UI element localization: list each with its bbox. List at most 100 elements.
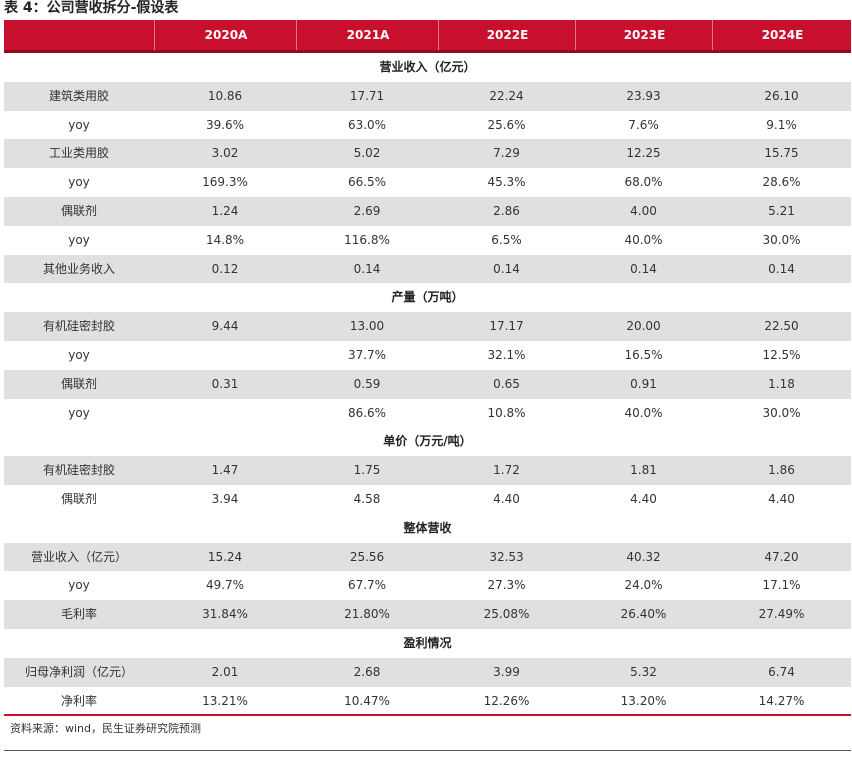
value-cell-2022e: 45.3% bbox=[487, 175, 526, 190]
table-row: yoy 169.3% 66.5% 45.3% 68.0% 28.6% bbox=[4, 168, 851, 197]
value-cell-2020a: 1.24 bbox=[211, 203, 239, 218]
value-cell-2024e: 17.1% bbox=[762, 578, 801, 593]
value-cell-2020a: 2.01 bbox=[211, 664, 239, 679]
value-cell-2023e: 7.6% bbox=[628, 117, 659, 132]
value-cell-2020a: 15.24 bbox=[207, 549, 243, 564]
value-cell-2021a: 66.5% bbox=[347, 175, 387, 190]
value-cell-2024e: 5.21 bbox=[768, 203, 795, 218]
row-label: 净利率 bbox=[60, 693, 97, 708]
value-cell-2024e: 27.49% bbox=[758, 607, 805, 622]
value-cell-2021a: 116.8% bbox=[344, 232, 390, 247]
value-cell-2023e: 4.40 bbox=[630, 491, 657, 506]
table-row: 净利率 13.21% 10.47% 12.26% 13.20% 14.27% bbox=[4, 687, 851, 716]
header-blank-cell bbox=[4, 20, 154, 50]
value-cell-2022e: 10.8% bbox=[487, 405, 526, 420]
value-cell-2022e: 1.72 bbox=[493, 463, 520, 478]
value-cell-2024e: 47.20 bbox=[764, 549, 799, 564]
value-cell-2020a: 49.7% bbox=[205, 578, 245, 593]
row-label: yoy bbox=[68, 175, 90, 190]
value-cell-2024e: 0.14 bbox=[768, 261, 795, 276]
row-label: 偶联剂 bbox=[60, 203, 97, 218]
value-cell-2023e: 20.00 bbox=[626, 319, 661, 334]
section-title: 营业收入（亿元） bbox=[379, 60, 476, 74]
value-cell-2020a: 1.47 bbox=[211, 463, 239, 478]
value-cell-2020a: 9.44 bbox=[211, 319, 239, 334]
row-label: 毛利率 bbox=[60, 607, 97, 622]
value-cell-2021a: 10.47% bbox=[344, 693, 390, 708]
table-row: 偶联剂 0.31 0.59 0.65 0.91 1.18 bbox=[4, 369, 851, 399]
table-row: 建筑类用胶 10.86 17.71 22.24 23.93 26.10 bbox=[4, 81, 851, 111]
value-cell-2024e: 9.1% bbox=[766, 117, 797, 132]
value-cell-2021a: 86.6% bbox=[347, 405, 387, 420]
row-label: 工业类用胶 bbox=[48, 146, 109, 161]
value-cell-2022e: 32.53 bbox=[489, 549, 524, 564]
row-label: 有机硅密封胶 bbox=[42, 463, 115, 478]
value-cell-2021a: 4.58 bbox=[353, 491, 381, 506]
value-cell-2020a: 39.6% bbox=[205, 117, 245, 132]
table-row: 有机硅密封胶 9.44 13.00 17.17 20.00 22.50 bbox=[4, 312, 851, 341]
value-cell-2021a: 1.75 bbox=[353, 463, 381, 478]
header-year-2020a: 2020A bbox=[154, 20, 297, 50]
table-row: 偶联剂 3.94 4.58 4.40 4.40 4.40 bbox=[4, 485, 851, 514]
value-cell-2020a: 31.84% bbox=[202, 607, 248, 622]
value-cell-2023e: 4.00 bbox=[630, 203, 657, 218]
value-cell-2023e: 40.0% bbox=[624, 232, 663, 247]
value-cell-2023e: 13.20% bbox=[620, 693, 667, 708]
value-cell-2024e: 4.40 bbox=[768, 491, 795, 506]
value-cell-2023e: 24.0% bbox=[624, 578, 663, 593]
value-cell-2023e: 40.0% bbox=[624, 405, 663, 420]
value-cell-2023e: 26.40% bbox=[620, 607, 667, 622]
row-label: 偶联剂 bbox=[60, 491, 97, 506]
value-cell-2021a: 63.0% bbox=[347, 117, 387, 132]
row-label: 营业收入（亿元） bbox=[30, 549, 127, 564]
value-cell-2022e: 4.40 bbox=[493, 491, 520, 506]
value-cell-2024e: 15.75 bbox=[764, 146, 799, 161]
value-cell-2022e: 0.65 bbox=[493, 376, 520, 391]
value-cell-2024e: 22.50 bbox=[764, 319, 799, 334]
table-body: 营业收入（亿元） 建筑类用胶 10.86 17.71 22.24 23.93 26.10 yo… bbox=[4, 53, 851, 715]
row-label: yoy bbox=[68, 347, 90, 362]
value-cell-2022e: 32.1% bbox=[487, 347, 526, 362]
value-cell-2023e: 12.25 bbox=[626, 146, 661, 161]
value-cell-2023e: 0.14 bbox=[630, 261, 657, 276]
value-cell-2021a: 21.80% bbox=[344, 607, 390, 622]
value-cell-2020a: 169.3% bbox=[202, 175, 248, 190]
section-title: 产量（万吨） bbox=[391, 290, 464, 305]
value-cell-2020a bbox=[154, 341, 296, 370]
value-cell-2023e: 68.0% bbox=[624, 175, 663, 190]
value-cell-2020a bbox=[154, 399, 296, 428]
value-cell-2024e: 12.5% bbox=[762, 347, 801, 362]
section-header-row: 单价（万元/吨） bbox=[4, 427, 851, 456]
value-cell-2020a: 3.94 bbox=[211, 491, 239, 506]
table-row: yoy 86.6% 10.8% 40.0% 30.0% bbox=[4, 399, 851, 428]
row-label: yoy bbox=[68, 117, 90, 132]
value-cell-2024e: 30.0% bbox=[762, 232, 801, 247]
row-label: yoy bbox=[68, 232, 90, 247]
value-cell-2022e: 27.3% bbox=[487, 578, 526, 593]
row-label: 建筑类用胶 bbox=[48, 88, 109, 103]
value-cell-2022e: 12.26% bbox=[483, 693, 530, 708]
footer-divider bbox=[4, 750, 851, 751]
table-row: yoy 37.7% 32.1% 16.5% 12.5% bbox=[4, 341, 851, 370]
value-cell-2020a: 13.21% bbox=[202, 693, 248, 708]
table-row: yoy 39.6% 63.0% 25.6% 7.6% 9.1% bbox=[4, 111, 851, 140]
section-header-row: 盈利情况 bbox=[4, 629, 851, 658]
header-year-2024e: 2024E bbox=[712, 20, 852, 50]
table-bottom-rule bbox=[4, 714, 851, 716]
row-label: 其他业务收入 bbox=[42, 261, 115, 276]
value-cell-2022e: 22.24 bbox=[489, 88, 524, 103]
header-year-2022e: 2022E bbox=[438, 20, 576, 50]
value-cell-2021a: 5.02 bbox=[353, 146, 381, 161]
value-cell-2023e: 23.93 bbox=[626, 88, 661, 103]
value-cell-2021a: 2.69 bbox=[353, 203, 381, 218]
table-row: 毛利率 31.84% 21.80% 25.08% 26.40% 27.49% bbox=[4, 600, 851, 629]
row-label: 有机硅密封胶 bbox=[42, 319, 115, 334]
section-title: 整体营收 bbox=[403, 520, 452, 535]
value-cell-2024e: 1.18 bbox=[768, 376, 795, 391]
table-row: yoy 49.7% 67.7% 27.3% 24.0% 17.1% bbox=[4, 571, 851, 600]
value-cell-2024e: 28.6% bbox=[762, 175, 801, 190]
row-label: yoy bbox=[68, 405, 90, 420]
table-row: 营业收入（亿元） 15.24 25.56 32.53 40.32 47.20 bbox=[4, 542, 851, 572]
value-cell-2023e: 5.32 bbox=[630, 664, 657, 679]
value-cell-2020a: 3.02 bbox=[211, 146, 239, 161]
